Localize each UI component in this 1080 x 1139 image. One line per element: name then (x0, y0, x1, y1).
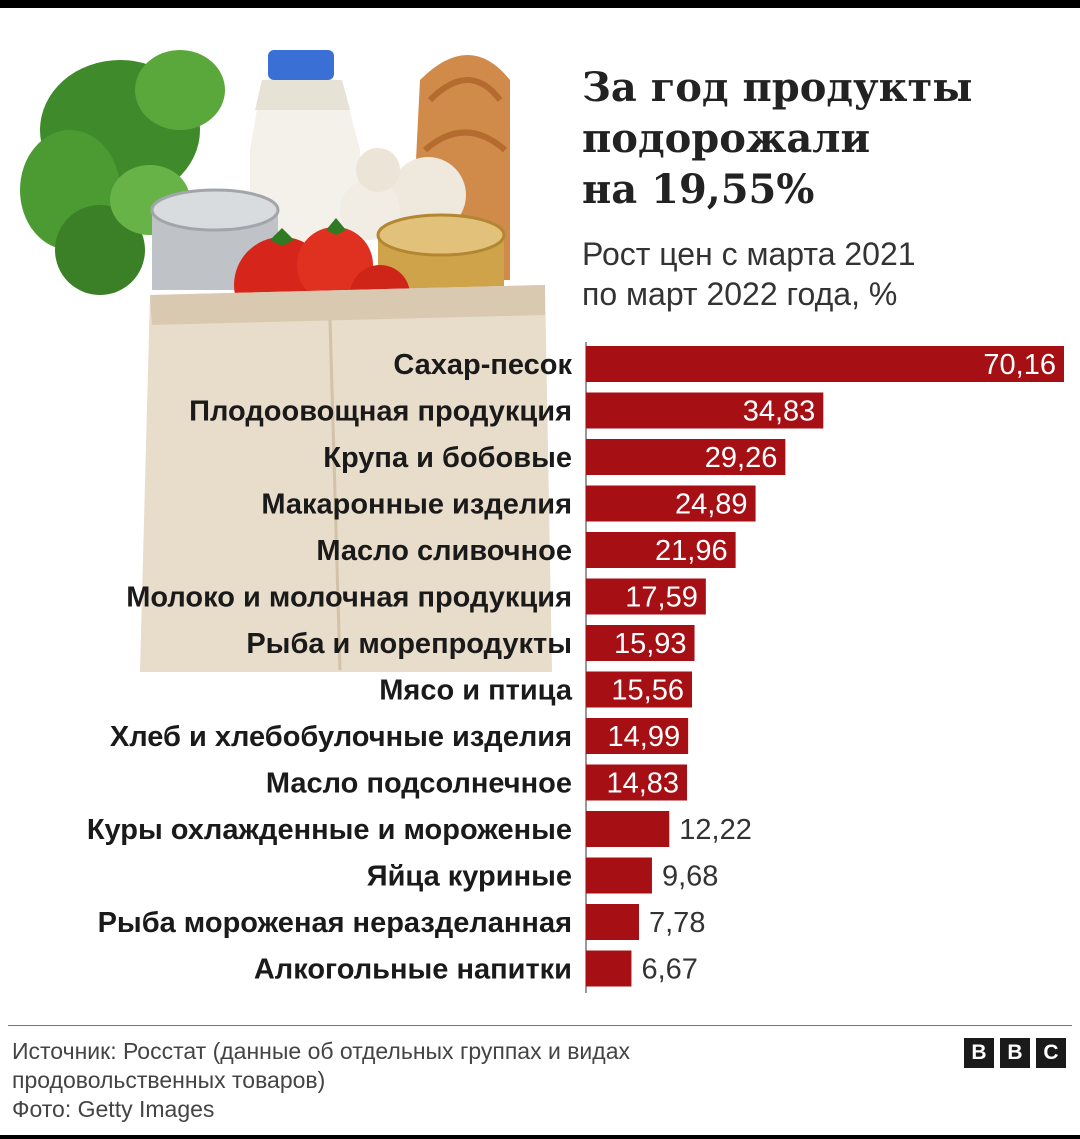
data-label: 14,99 (608, 721, 681, 753)
source-line-1: Источник: Росстат (данные об отдельных г… (12, 1038, 630, 1064)
subtitle-line-2: по март 2022 года, % (582, 276, 898, 312)
grocery-bag-illustration (0, 20, 560, 680)
data-label: 7,78 (649, 907, 705, 939)
data-label: 15,56 (611, 675, 684, 707)
title-line-3: на 19,55% (582, 166, 815, 213)
bar (586, 857, 652, 894)
category-label: Хлеб и хлебобулочные изделия (110, 721, 572, 753)
data-label: 9,68 (662, 861, 718, 893)
bar (586, 904, 640, 940)
category-label: Алкогольные напитки (254, 954, 572, 986)
paper-bag-icon (140, 285, 552, 672)
subtitle-line-1: Рост цен с марта 2021 (582, 236, 916, 272)
data-label: 29,26 (705, 442, 778, 474)
category-label: Куры охлажденные и мороженые (87, 814, 572, 846)
logo-block-1: B (964, 1038, 994, 1068)
data-label: 34,83 (743, 396, 816, 428)
data-label: 21,96 (655, 535, 728, 567)
data-label: 15,93 (614, 628, 687, 660)
data-label: 6,67 (641, 954, 697, 986)
category-label: Рыба мороженая неразделанная (98, 907, 572, 939)
source-line-2: продовольственных товаров) (12, 1067, 326, 1093)
bar (586, 625, 695, 661)
data-label: 17,59 (625, 582, 698, 614)
bar (586, 764, 688, 801)
logo-block-3: C (1036, 1038, 1066, 1068)
category-label: Яйца куриные (367, 861, 572, 893)
bar (586, 811, 670, 847)
bbc-logo: B B C (964, 1038, 1066, 1068)
bar (586, 485, 756, 522)
bottom-border (0, 1135, 1080, 1139)
bar (586, 392, 824, 429)
category-label: Масло подсолнечное (266, 768, 572, 800)
parsley-icon (20, 50, 225, 295)
title-line-2: подорожали (582, 115, 871, 162)
logo-block-2: B (1000, 1038, 1030, 1068)
chart-title: За год продукты подорожали на 19,55% (582, 62, 1062, 215)
photo-credit: Фото: Getty Images (12, 1096, 215, 1122)
bar (586, 950, 632, 987)
footer-divider (8, 1025, 1072, 1026)
bar (586, 439, 786, 475)
bar (586, 718, 689, 754)
bar (586, 578, 706, 615)
bar (586, 532, 736, 568)
data-label: 14,83 (606, 768, 679, 800)
chart-subtitle: Рост цен с марта 2021 по март 2022 года,… (582, 234, 1062, 314)
bar (586, 346, 1064, 382)
top-border (0, 0, 1080, 8)
data-label: 12,22 (679, 814, 752, 846)
data-label: 70,16 (983, 349, 1056, 381)
title-line-1: За год продукты (582, 64, 973, 111)
bar (586, 671, 693, 708)
data-label: 24,89 (675, 489, 748, 521)
source-note: Источник: Росстат (данные об отдельных г… (12, 1037, 832, 1124)
